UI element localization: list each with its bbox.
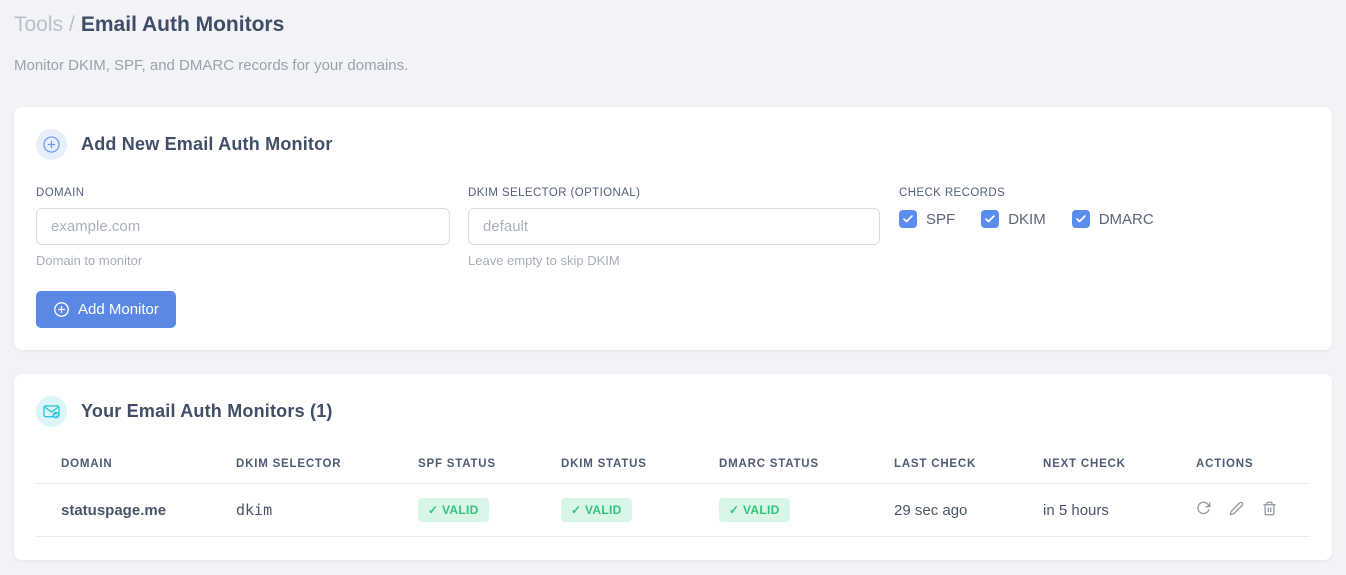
spf-checkbox[interactable] — [899, 210, 917, 228]
monitor-actions-cell — [1171, 483, 1310, 537]
table-header-row: DOMAIN DKIM SELECTOR SPF STATUS DKIM STA… — [36, 448, 1310, 484]
page-subtitle: Monitor DKIM, SPF, and DMARC records for… — [14, 57, 409, 74]
add-card-header: Add New Email Auth Monitor — [36, 129, 1310, 160]
refresh-button[interactable] — [1196, 501, 1211, 516]
dkim-selector-input[interactable] — [468, 208, 880, 245]
add-monitor-button[interactable]: Add Monitor — [36, 291, 176, 328]
breadcrumb-tools-link[interactable]: Tools — [14, 13, 64, 36]
add-monitor-card: Add New Email Auth Monitor DOMAIN Domain… — [14, 107, 1332, 350]
col-header-actions: ACTIONS — [1171, 448, 1310, 484]
page: Tools / Email Auth Monitors Monitor DKIM, … — [14, 0, 1332, 560]
monitor-domain: statuspage.me — [36, 483, 211, 537]
monitor-spf-status-cell: ✓ VALID — [393, 483, 536, 537]
domain-field-group: DOMAIN Domain to monitor — [36, 187, 450, 268]
monitors-card-header: Your Email Auth Monitors (1) — [36, 396, 1310, 427]
monitors-card: Your Email Auth Monitors (1) DOMAIN DKIM… — [14, 374, 1332, 560]
domain-input[interactable] — [36, 208, 450, 245]
page-header: Tools / Email Auth Monitors Monitor DKIM, … — [14, 0, 1332, 74]
dkim-selector-label: DKIM SELECTOR (OPTIONAL) — [468, 187, 641, 199]
col-header-dkim-status: DKIM STATUS — [536, 448, 694, 484]
check-records-group: CHECK RECORDS SPF DKIM — [899, 187, 1180, 268]
dkim-selector-field-group: DKIM SELECTOR (OPTIONAL) Leave empty to … — [468, 187, 880, 268]
monitors-card-title: Your Email Auth Monitors (1) — [81, 401, 333, 421]
monitor-dmarc-status-cell: ✓ VALID — [694, 483, 869, 537]
col-header-dmarc-status: DMARC STATUS — [694, 448, 869, 484]
dkim-checkbox-label: DKIM — [1008, 210, 1046, 228]
col-header-domain: DOMAIN — [36, 448, 211, 484]
col-header-last-check: LAST CHECK — [869, 448, 1018, 484]
dmarc-status-badge: ✓ VALID — [719, 498, 790, 522]
domain-label: DOMAIN — [36, 187, 85, 199]
monitor-next-check: in 5 hours — [1018, 483, 1171, 537]
col-header-spf-status: SPF STATUS — [393, 448, 536, 484]
breadcrumb-separator: / — [69, 13, 75, 36]
plus-circle-icon — [53, 301, 70, 318]
spf-checkbox-option[interactable]: SPF — [899, 210, 955, 228]
col-header-next-check: NEXT CHECK — [1018, 448, 1171, 484]
monitors-table: DOMAIN DKIM SELECTOR SPF STATUS DKIM STA… — [36, 448, 1310, 537]
table-row: statuspage.me dkim ✓ VALID ✓ VALID ✓ VAL… — [36, 483, 1310, 537]
monitor-last-check: 29 sec ago — [869, 483, 1018, 537]
check-icon — [1075, 215, 1086, 223]
edit-pencil-icon — [1229, 501, 1244, 515]
check-icon — [985, 215, 996, 223]
check-records-label: CHECK RECORDS — [899, 187, 1006, 199]
spf-status-badge: ✓ VALID — [418, 498, 489, 522]
plus-circle-icon — [36, 129, 67, 160]
spf-checkbox-label: SPF — [926, 210, 956, 228]
dmarc-checkbox-label: DMARC — [1098, 210, 1154, 228]
add-monitor-button-label: Add Monitor — [78, 301, 159, 318]
add-card-title: Add New Email Auth Monitor — [81, 134, 333, 154]
trash-icon — [1263, 501, 1277, 515]
check-icon — [903, 215, 913, 223]
breadcrumb: Tools / Email Auth Monitors — [14, 10, 1332, 40]
col-header-dkim-selector: DKIM SELECTOR — [211, 448, 393, 484]
refresh-icon — [1197, 501, 1211, 514]
add-monitor-form: DOMAIN Domain to monitor DKIM SELECTOR (… — [36, 187, 1310, 268]
dkim-checkbox-option[interactable]: DKIM — [981, 210, 1046, 228]
dkim-status-badge: ✓ VALID — [561, 498, 632, 522]
dkim-selector-helper-text: Leave empty to skip DKIM — [468, 253, 620, 268]
dmarc-checkbox[interactable] — [1071, 210, 1090, 228]
envelope-check-icon — [36, 396, 67, 427]
monitor-dkim-selector: dkim — [211, 483, 393, 537]
edit-button[interactable] — [1229, 501, 1244, 516]
check-records-options: SPF DKIM DMARC — [899, 210, 1180, 228]
monitor-dkim-status-cell: ✓ VALID — [536, 483, 694, 537]
dmarc-checkbox-option[interactable]: DMARC — [1071, 210, 1154, 228]
domain-helper-text: Domain to monitor — [36, 253, 143, 268]
page-title: Email Auth Monitors — [80, 13, 285, 36]
delete-button[interactable] — [1262, 501, 1277, 516]
dkim-checkbox[interactable] — [981, 210, 1000, 228]
